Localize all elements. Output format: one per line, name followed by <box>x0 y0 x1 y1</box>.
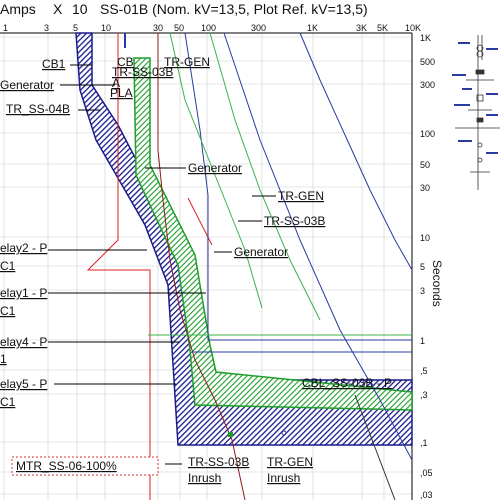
label-mtr: MTR_SS-06-100% <box>16 459 117 473</box>
y-tick: 1 <box>420 336 425 346</box>
y-tick: 30 <box>420 183 430 193</box>
x-tick: 3 <box>44 23 49 33</box>
mtr-label-box[interactable] <box>11 456 159 476</box>
y-tick: 10 <box>420 233 430 243</box>
x-label: X <box>53 1 63 17</box>
y-tick: 3 <box>420 286 425 296</box>
plot-title: SS-01B (Nom. kV=13,5, Plot Ref. kV=13,5) <box>100 1 368 17</box>
label-tr-gen-inrush: TR-GEN <box>267 455 313 469</box>
label-generator-low: Generator <box>234 245 288 259</box>
y-tick: 1K <box>420 33 431 43</box>
small-marker <box>228 432 233 437</box>
label-cb-stack-2: TR-SS-03B <box>112 65 173 79</box>
label-generator-mid: Generator <box>188 161 242 175</box>
label-tr-ss-03b-right: TR-SS-03B <box>264 214 325 228</box>
y-tick-labels: 1K 500 300 100 50 30 10 5 3 1 ,5 ,3 ,1 ,… <box>420 33 435 500</box>
y-tick: 50 <box>420 160 430 170</box>
x-tick: 10 <box>101 23 111 33</box>
y-tick: 5 <box>420 262 425 272</box>
label-cb-stack-5: TR-GEN <box>164 55 210 69</box>
amps-label: Amps <box>0 1 36 17</box>
y-axis-label: Seconds <box>430 260 444 307</box>
leader-lines <box>48 64 276 465</box>
label-relay2-sub: C1 <box>0 259 16 273</box>
label-generator-top: Generator <box>0 78 54 92</box>
label-tr-gen-right: TR-GEN <box>278 189 324 203</box>
tr-gen-curve[interactable] <box>223 32 413 461</box>
black-diagonal <box>354 394 396 500</box>
label-relay1: elay1 - P <box>0 286 47 300</box>
y-tick: 300 <box>420 80 435 90</box>
y-tick: ,05 <box>420 468 433 478</box>
y-tick: ,5 <box>420 366 428 376</box>
label-cb1: CB1 <box>42 57 66 71</box>
label-tr-ss-03b-inrush-sub: Inrush <box>188 471 221 485</box>
x-tick: 50 <box>174 23 184 33</box>
x-tick: 30 <box>153 23 163 33</box>
green-right-curve[interactable] <box>209 32 321 321</box>
label-relay4-sub: 1 <box>0 352 7 366</box>
label-cb-stack-3: A <box>112 76 120 90</box>
blue-line-curve[interactable] <box>184 32 412 341</box>
red-relay-curve[interactable] <box>86 33 151 500</box>
green-line-curve[interactable] <box>169 32 263 309</box>
x-tick: 100 <box>201 23 216 33</box>
y-tick: ,3 <box>420 390 428 400</box>
label-tr-ss-04b: TR_SS-04B <box>6 102 70 116</box>
label-cb-stack-1: CB <box>117 55 134 69</box>
y-tick: 500 <box>420 57 435 67</box>
y-tick: ,1 <box>420 438 428 448</box>
label-cbl: CBL_SS-03B - P <box>302 376 392 390</box>
y-tick: ,03 <box>420 490 433 500</box>
x-tick-labels: 1 3 5 10 30 50 100 300 1K 3K 5K 10K <box>3 23 421 33</box>
green-hatched-curve[interactable] <box>133 57 413 411</box>
label-relay5: elay5 - P <box>0 377 47 391</box>
dark-red-curve[interactable] <box>157 33 246 500</box>
label-cb-stack-4: PLA <box>110 86 133 100</box>
blue-right-curve[interactable] <box>299 32 413 271</box>
label-tr-ss-03b-inrush: TR-SS-03B <box>188 455 249 469</box>
x-tick: 300 <box>251 23 266 33</box>
x-tick: 1 <box>3 23 8 33</box>
small-marker-2 <box>281 430 287 436</box>
label-relay5-sub: C1 <box>0 395 16 409</box>
x-tick: 5K <box>377 23 388 33</box>
one-line-diagram-thumbnail[interactable] <box>455 35 500 190</box>
x-tick: 5 <box>73 23 78 33</box>
x-tick: 1K <box>307 23 318 33</box>
label-tr-gen-inrush-sub: Inrush <box>267 471 300 485</box>
y-tick: 100 <box>420 129 435 139</box>
x-tick: 10K <box>405 23 421 33</box>
x-tick: 3K <box>356 23 367 33</box>
label-relay1-sub: C1 <box>0 304 16 318</box>
plot-header: Amps X 10 SS-01B (Nom. kV=13,5, Plot Ref… <box>0 0 500 22</box>
label-relay4: elay4 - P <box>0 335 47 349</box>
label-relay2: elay2 - P <box>0 241 47 255</box>
multiplier: 10 <box>72 1 88 17</box>
one-line-diagram-tags <box>452 42 498 154</box>
